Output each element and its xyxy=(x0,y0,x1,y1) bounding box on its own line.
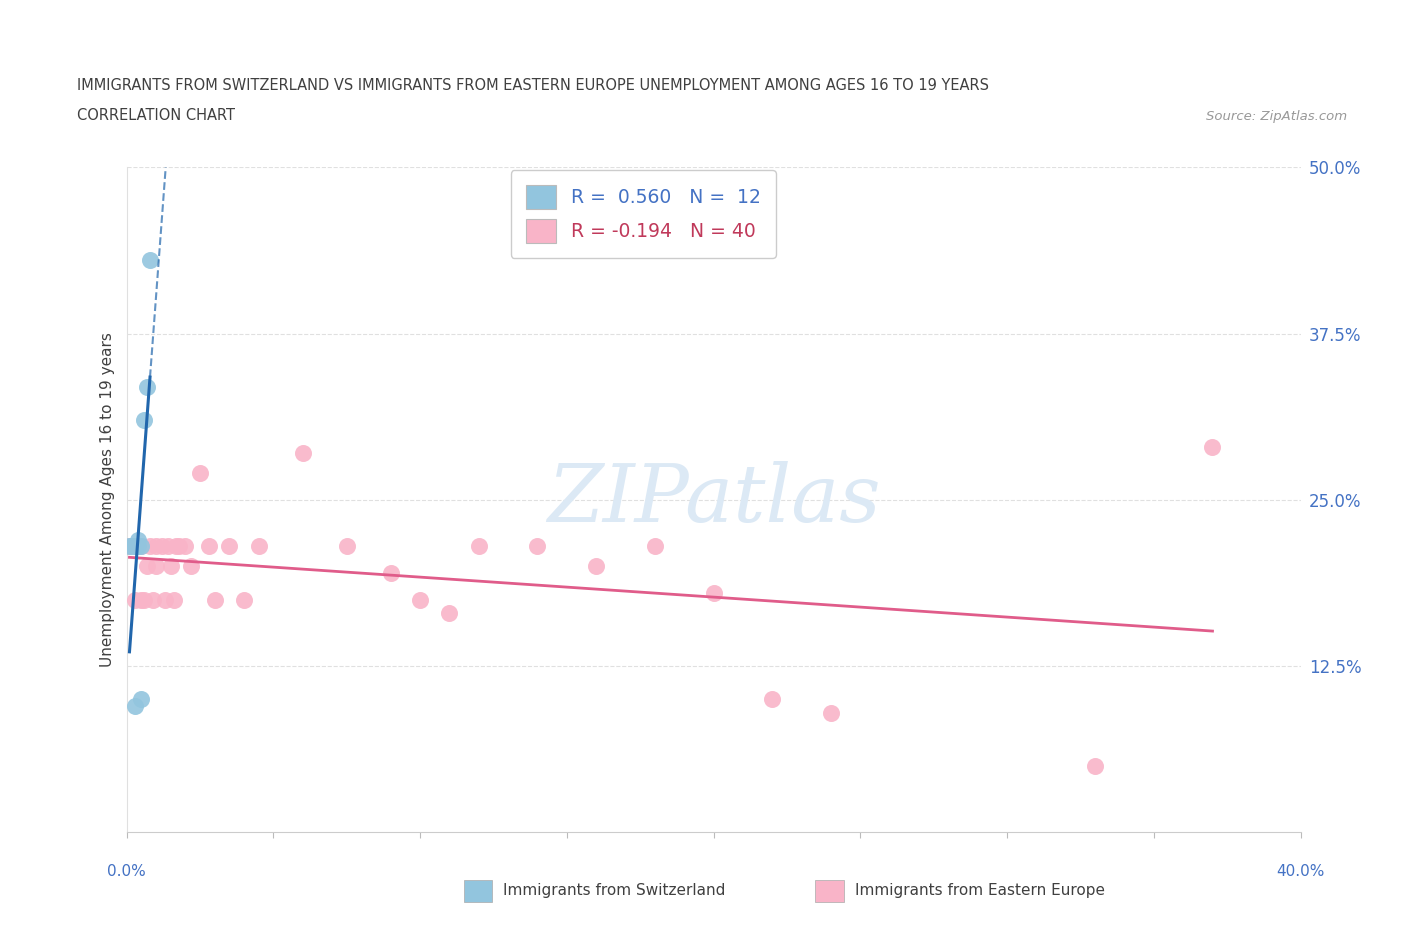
Point xyxy=(134,592,156,607)
Text: 0.0%: 0.0% xyxy=(107,864,146,879)
Y-axis label: Unemployment Among Ages 16 to 19 years: Unemployment Among Ages 16 to 19 years xyxy=(100,332,115,668)
Text: IMMIGRANTS FROM SWITZERLAND VS IMMIGRANTS FROM EASTERN EUROPE UNEMPLOYMENT AMONG: IMMIGRANTS FROM SWITZERLAND VS IMMIGRANT… xyxy=(77,78,990,93)
Text: ZIPatlas: ZIPatlas xyxy=(547,461,880,538)
Point xyxy=(336,539,359,554)
Point xyxy=(124,698,146,713)
Point xyxy=(1201,439,1223,454)
Point xyxy=(150,539,173,554)
Point xyxy=(145,559,167,574)
Point xyxy=(124,592,146,607)
Text: Source: ZipAtlas.com: Source: ZipAtlas.com xyxy=(1206,110,1347,123)
Point xyxy=(761,692,783,707)
Point xyxy=(174,539,197,554)
Point xyxy=(439,605,461,620)
Point xyxy=(124,539,146,554)
Point xyxy=(526,539,548,554)
Point xyxy=(156,539,179,554)
Point xyxy=(129,539,152,554)
Point xyxy=(247,539,270,554)
Point xyxy=(820,705,842,720)
Point xyxy=(118,539,141,554)
Point xyxy=(127,532,149,547)
Point xyxy=(165,539,187,554)
Text: Immigrants from Eastern Europe: Immigrants from Eastern Europe xyxy=(855,884,1105,898)
Point xyxy=(129,692,152,707)
Point xyxy=(124,539,146,554)
Point xyxy=(1084,759,1107,774)
Text: 40.0%: 40.0% xyxy=(1277,864,1324,879)
Point xyxy=(142,592,165,607)
Point xyxy=(169,539,191,554)
Point xyxy=(197,539,219,554)
Point xyxy=(136,559,159,574)
Point xyxy=(233,592,256,607)
Point xyxy=(204,592,226,607)
Legend: R =  0.560   N =  12, R = -0.194   N = 40: R = 0.560 N = 12, R = -0.194 N = 40 xyxy=(510,170,776,258)
Point xyxy=(291,445,314,460)
Point xyxy=(121,539,143,554)
Point xyxy=(585,559,607,574)
Point xyxy=(118,539,141,554)
Point xyxy=(129,592,152,607)
Point xyxy=(467,539,489,554)
Point xyxy=(139,539,162,554)
Point xyxy=(188,466,211,481)
Point xyxy=(409,592,432,607)
Point xyxy=(218,539,240,554)
Point xyxy=(127,539,149,554)
Point xyxy=(180,559,202,574)
Point xyxy=(162,592,184,607)
Point xyxy=(145,539,167,554)
Point xyxy=(136,379,159,394)
Point xyxy=(644,539,666,554)
Point xyxy=(129,539,152,554)
Point xyxy=(134,413,156,428)
Point xyxy=(702,586,725,601)
Point xyxy=(159,559,181,574)
Point xyxy=(153,592,176,607)
Point xyxy=(127,539,149,554)
Text: CORRELATION CHART: CORRELATION CHART xyxy=(77,108,235,123)
Point xyxy=(139,253,162,268)
Point xyxy=(380,565,402,580)
Text: Immigrants from Switzerland: Immigrants from Switzerland xyxy=(503,884,725,898)
